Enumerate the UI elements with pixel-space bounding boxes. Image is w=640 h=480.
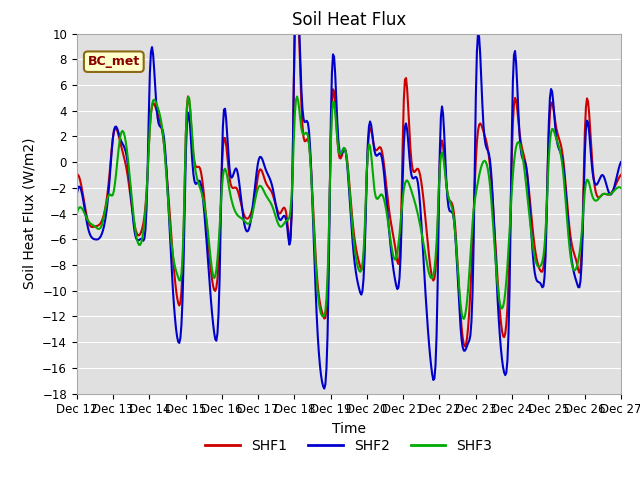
SHF3 [293,94,301,99]
SHF2 [606,192,614,197]
SHF3 [332,123,340,129]
SHF2 [321,386,328,392]
SHF3 [398,207,406,213]
SHF1 [606,192,614,197]
SHF2 [617,159,625,165]
Y-axis label: Soil Heat Flux (W/m2): Soil Heat Flux (W/m2) [22,138,36,289]
Line: SHF1: SHF1 [77,0,621,347]
SHF2 [369,140,377,145]
SHF2 [399,175,406,181]
Title: Soil Heat Flux: Soil Heat Flux [292,11,406,29]
SHF1 [336,155,344,161]
SHF3 [521,170,529,176]
SHF2 [521,159,529,165]
SHF1 [461,344,468,349]
Line: SHF3: SHF3 [77,96,621,319]
SHF3 [460,316,468,322]
SHF2 [73,192,81,197]
SHF1 [398,192,406,197]
SHF1 [369,132,376,138]
SHF2 [337,152,344,157]
SHF1 [73,172,81,178]
SHF1 [617,172,625,178]
SHF3 [73,211,81,216]
Legend: SHF1, SHF2, SHF3: SHF1, SHF2, SHF3 [200,433,498,459]
Text: BC_met: BC_met [88,55,140,68]
SHF2 [333,120,341,126]
SHF3 [369,164,376,169]
X-axis label: Time: Time [332,422,366,436]
SHF3 [336,151,344,156]
SHF1 [521,156,529,162]
SHF3 [617,185,625,191]
SHF1 [332,119,340,124]
SHF3 [606,192,614,197]
Line: SHF2: SHF2 [77,0,621,389]
